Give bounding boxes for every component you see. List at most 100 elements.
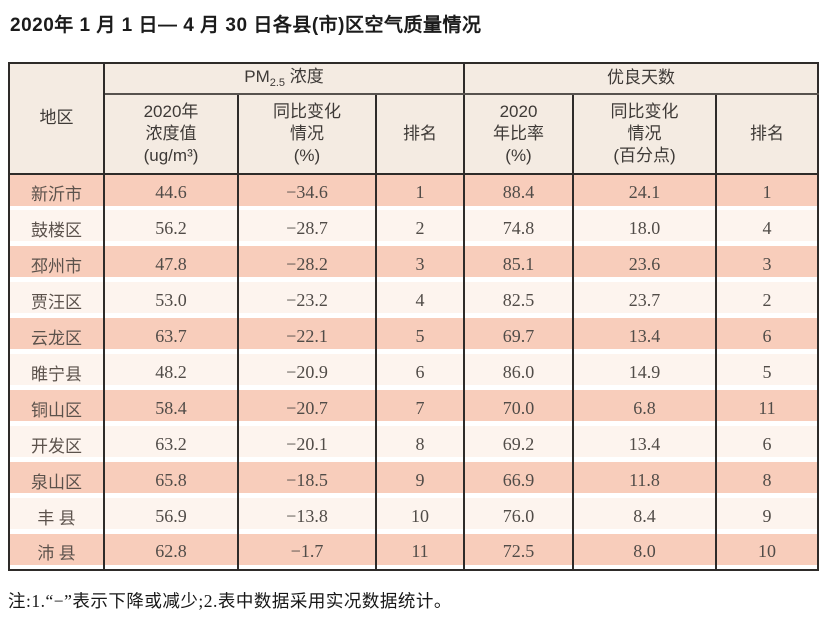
good-days-rank-cell: 9	[715, 498, 820, 534]
good-days-change-cell: 6.8	[572, 390, 718, 426]
good-days-change-cell: 24.1	[572, 174, 718, 210]
table-row: 邳州市 47.8 −28.2 3 85.1 23.6 3	[8, 246, 820, 282]
pm-value-cell: 65.8	[103, 462, 239, 498]
pm-value-cell: 63.7	[103, 318, 239, 354]
column-header-pm-rank: 排名	[374, 94, 466, 175]
good-days-change-cell: 8.4	[572, 498, 718, 534]
table-row: 丰 县 56.9 −13.8 10 76.0 8.4 9	[8, 498, 820, 534]
region-cell: 鼓楼区	[8, 210, 105, 246]
pm-rank-cell: 1	[374, 174, 466, 210]
table-row: 铜山区 58.4 −20.7 7 70.0 6.8 11	[8, 390, 820, 426]
pm-value-cell: 44.6	[103, 174, 239, 210]
good-days-rank-cell: 10	[715, 534, 820, 570]
page-title: 2020年 1 月 1 日— 4 月 30 日各县(市)区空气质量情况	[10, 15, 482, 36]
pm-change-cell: −20.1	[237, 426, 377, 462]
good-days-rank-cell: 5	[715, 354, 820, 390]
good-days-rate-cell: 85.1	[463, 246, 575, 282]
air-quality-table: 地区 PM2.5 浓度 优良天数 2020年 浓度值 (ug/m³) 同比变化 …	[8, 62, 820, 571]
good-days-change-cell: 23.7	[572, 282, 718, 318]
good-days-rate-cell: 88.4	[463, 174, 575, 210]
region-cell: 泉山区	[8, 462, 105, 498]
column-header-gd-rank: 排名	[715, 94, 820, 175]
pm-rank-cell: 2	[374, 210, 466, 246]
good-days-rank-cell: 4	[715, 210, 820, 246]
good-days-rate-cell: 66.9	[463, 462, 575, 498]
pm-value-cell: 56.9	[103, 498, 239, 534]
good-days-rate-cell: 69.2	[463, 426, 575, 462]
column-header-pm-value: 2020年 浓度值 (ug/m³)	[103, 94, 239, 175]
pm-change-cell: −18.5	[237, 462, 377, 498]
pm-change-cell: −20.9	[237, 354, 377, 390]
good-days-change-cell: 18.0	[572, 210, 718, 246]
table-body: 新沂市 44.6 −34.6 1 88.4 24.1 1 鼓楼区 56.2 −28.7 2 74.8 1…	[8, 174, 820, 570]
region-cell: 睢宁县	[8, 354, 105, 390]
good-days-rank-cell: 11	[715, 390, 820, 426]
region-cell: 邳州市	[8, 246, 105, 282]
good-days-change-cell: 13.4	[572, 318, 718, 354]
good-days-rate-cell: 70.0	[463, 390, 575, 426]
column-header-gd-change: 同比变化 情况 (百分点)	[572, 94, 718, 175]
good-days-rank-cell: 2	[715, 282, 820, 318]
good-days-rank-cell: 8	[715, 462, 820, 498]
good-days-rank-cell: 6	[715, 426, 820, 462]
pm-rank-cell: 3	[374, 246, 466, 282]
pm-rank-cell: 5	[374, 318, 466, 354]
pm-change-cell: −23.2	[237, 282, 377, 318]
footnote: 注:1.“−”表示下降或减少;2.表中数据采用实况数据统计。	[8, 591, 452, 611]
region-cell: 铜山区	[8, 390, 105, 426]
pm-value-cell: 58.4	[103, 390, 239, 426]
pm-value-cell: 56.2	[103, 210, 239, 246]
pm-rank-cell: 10	[374, 498, 466, 534]
table-row: 睢宁县 48.2 −20.9 6 86.0 14.9 5	[8, 354, 820, 390]
pm-value-cell: 47.8	[103, 246, 239, 282]
good-days-rank-cell: 3	[715, 246, 820, 282]
pm-rank-cell: 9	[374, 462, 466, 498]
column-header-pm-change: 同比变化 情况 (%)	[237, 94, 377, 175]
table-row: 鼓楼区 56.2 −28.7 2 74.8 18.0 4	[8, 210, 820, 246]
table-header: 地区 PM2.5 浓度 优良天数 2020年 浓度值 (ug/m³) 同比变化 …	[8, 63, 820, 175]
pm-rank-cell: 8	[374, 426, 466, 462]
good-days-rate-cell: 74.8	[463, 210, 575, 246]
good-days-rate-cell: 76.0	[463, 498, 575, 534]
good-days-change-cell: 14.9	[572, 354, 718, 390]
good-days-rate-cell: 82.5	[463, 282, 575, 318]
column-header-region: 地区	[8, 63, 105, 175]
good-days-rank-cell: 1	[715, 174, 820, 210]
pm-value-cell: 53.0	[103, 282, 239, 318]
pm-rank-cell: 11	[374, 534, 466, 570]
good-days-change-cell: 8.0	[572, 534, 718, 570]
table-row: 云龙区 63.7 −22.1 5 69.7 13.4 6	[8, 318, 820, 354]
good-days-rate-cell: 72.5	[463, 534, 575, 570]
pm-change-cell: −22.1	[237, 318, 377, 354]
region-cell: 开发区	[8, 426, 105, 462]
good-days-change-cell: 11.8	[572, 462, 718, 498]
pm-value-cell: 48.2	[103, 354, 239, 390]
table-row: 贾汪区 53.0 −23.2 4 82.5 23.7 2	[8, 282, 820, 318]
table-row: 泉山区 65.8 −18.5 9 66.9 11.8 8	[8, 462, 820, 498]
pm-change-cell: −20.7	[237, 390, 377, 426]
good-days-change-cell: 23.6	[572, 246, 718, 282]
pm-rank-cell: 4	[374, 282, 466, 318]
pm-change-cell: −1.7	[237, 534, 377, 570]
pm-rank-cell: 7	[374, 390, 466, 426]
pm25-label: PM2.5 浓度	[244, 67, 324, 90]
good-days-rate-cell: 86.0	[463, 354, 575, 390]
table-row: 开发区 63.2 −20.1 8 69.2 13.4 6	[8, 426, 820, 462]
region-cell: 新沂市	[8, 174, 105, 210]
region-cell: 贾汪区	[8, 282, 105, 318]
column-group-good-days: 优良天数	[463, 63, 820, 95]
pm-value-cell: 62.8	[103, 534, 239, 570]
good-days-rank-cell: 6	[715, 318, 820, 354]
table-row: 沛 县 62.8 −1.7 11 72.5 8.0 10	[8, 534, 820, 570]
good-days-change-cell: 13.4	[572, 426, 718, 462]
pm25-subscript: 2.5	[269, 77, 286, 90]
pm-value-cell: 63.2	[103, 426, 239, 462]
good-days-rate-cell: 69.7	[463, 318, 575, 354]
column-group-pm25: PM2.5 浓度	[102, 63, 466, 95]
pm-change-cell: −28.7	[237, 210, 377, 246]
region-cell: 云龙区	[8, 318, 105, 354]
region-cell: 丰 县	[8, 498, 105, 534]
table-row: 新沂市 44.6 −34.6 1 88.4 24.1 1	[8, 174, 820, 210]
column-header-gd-rate: 2020 年比率 (%)	[463, 94, 575, 175]
